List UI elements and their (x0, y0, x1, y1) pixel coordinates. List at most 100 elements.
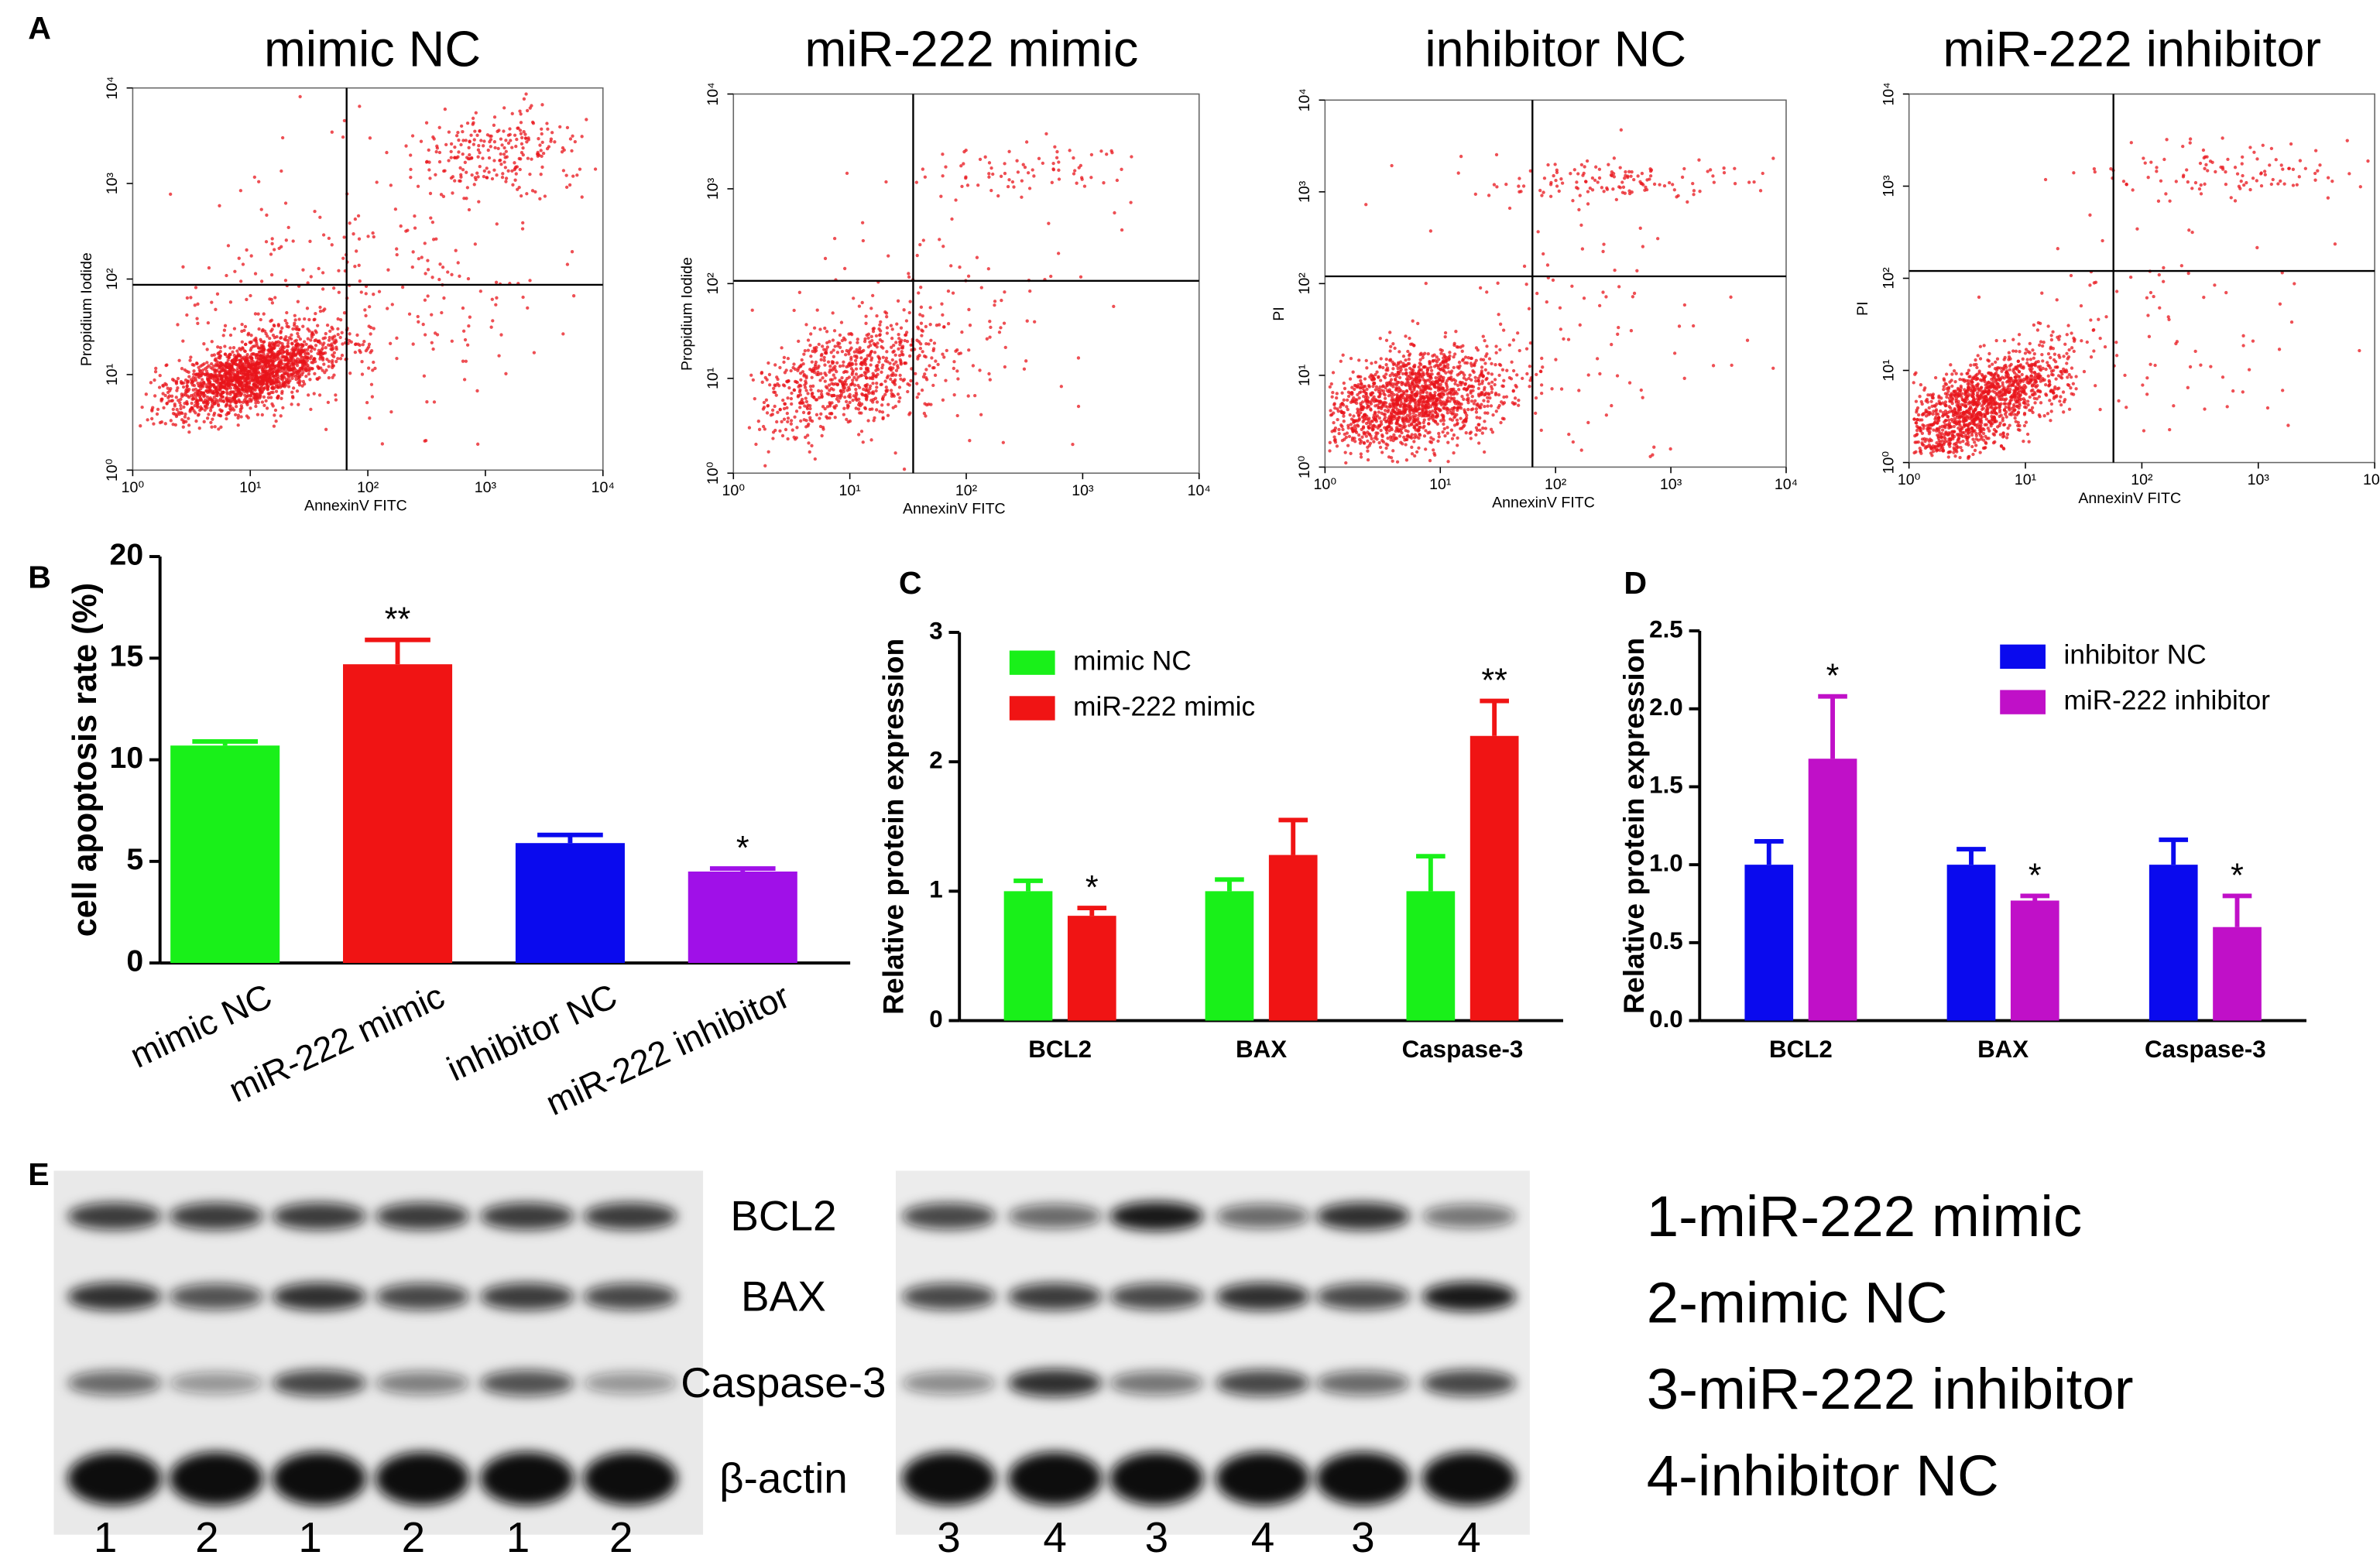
event-dot (1404, 364, 1408, 368)
event-dot (236, 416, 240, 420)
event-dot (268, 368, 273, 372)
event-dot (446, 270, 450, 274)
event-dot (1576, 172, 1580, 176)
event-dot (431, 135, 435, 139)
event-dot (320, 348, 324, 352)
event-dot (540, 127, 544, 131)
event-dot (1554, 178, 1558, 183)
event-dot (1446, 460, 1450, 464)
event-dot (1752, 180, 1756, 184)
event-dot (1712, 180, 1716, 184)
event-dot (479, 139, 483, 142)
event-dot (896, 365, 900, 370)
event-dot (404, 144, 408, 148)
event-dot (230, 372, 234, 376)
event-dot (197, 374, 201, 379)
event-dot (307, 352, 310, 356)
event-dot (256, 361, 260, 365)
event-dot (300, 384, 304, 388)
event-dot (869, 356, 874, 360)
event-dot (323, 336, 328, 340)
event-dot (823, 256, 828, 261)
event-dot (348, 372, 352, 375)
event-dot (915, 253, 919, 258)
event-dot (1692, 193, 1696, 197)
event-dot (1412, 378, 1416, 382)
event-dot (1698, 190, 1702, 194)
event-dot (304, 366, 307, 371)
event-dot (985, 337, 989, 341)
event-dot (495, 296, 499, 300)
event-dot (845, 403, 850, 407)
event-dot (765, 411, 770, 415)
event-dot (177, 412, 181, 416)
event-dot (802, 352, 806, 356)
event-dot (842, 360, 845, 364)
event-dot (467, 207, 472, 212)
event-dot (1466, 407, 1470, 412)
event-dot (818, 416, 821, 420)
event-dot (204, 369, 209, 373)
event-dot (169, 192, 173, 197)
event-dot (1453, 382, 1457, 386)
event-dot (286, 381, 290, 385)
event-dot (1435, 399, 1439, 402)
event-dot (331, 337, 334, 341)
event-dot (535, 152, 540, 156)
event-dot (255, 413, 260, 416)
event-dot (171, 412, 176, 416)
event-dot (804, 435, 808, 440)
event-dot (798, 406, 802, 409)
event-dot (224, 364, 228, 368)
event-dot (1362, 432, 1367, 436)
event-dot (1490, 390, 1494, 395)
event-dot (333, 341, 337, 345)
event-dot (854, 372, 859, 376)
event-dot (297, 372, 301, 376)
event-dot (1542, 252, 1545, 256)
event-dot (286, 341, 290, 345)
event-dot (842, 387, 845, 391)
event-dot (975, 255, 979, 259)
event-dot (1465, 387, 1469, 392)
event-dot (1616, 332, 1620, 336)
blot-band (1007, 1283, 1103, 1310)
event-dot (1433, 415, 1437, 419)
event-dot (824, 350, 828, 355)
event-dot (338, 318, 343, 322)
event-dot (1089, 176, 1093, 180)
event-dot (1486, 411, 1490, 415)
event-dot (996, 194, 1000, 198)
event-dot (829, 351, 833, 355)
event-dot (169, 419, 173, 423)
event-dot (885, 331, 890, 335)
event-dot (875, 366, 880, 370)
event-dot (1404, 358, 1408, 362)
event-dot (858, 346, 862, 350)
event-dot (390, 303, 394, 307)
event-dot (321, 368, 324, 372)
event-dot (1476, 386, 1481, 391)
event-dot (814, 398, 819, 402)
event-dot (478, 289, 482, 293)
event-dot (863, 358, 867, 361)
event-dot (856, 341, 859, 344)
event-dot (1384, 368, 1388, 372)
y-tick-label: 10⁰ (104, 458, 121, 481)
event-dot (1394, 379, 1397, 382)
event-dot (1357, 413, 1361, 417)
event-dot (1055, 149, 1059, 154)
y-tick-label: 10³ (104, 172, 121, 194)
blot-band (901, 1283, 996, 1310)
event-dot (862, 387, 866, 392)
event-dot (428, 176, 432, 180)
event-dot (218, 354, 221, 358)
event-dot (778, 365, 782, 370)
event-dot (205, 365, 209, 369)
event-dot (919, 305, 924, 309)
event-dot (804, 323, 808, 327)
event-dot (1513, 402, 1518, 406)
event-dot (1359, 379, 1363, 383)
event-dot (502, 106, 506, 110)
event-dot (215, 292, 220, 296)
